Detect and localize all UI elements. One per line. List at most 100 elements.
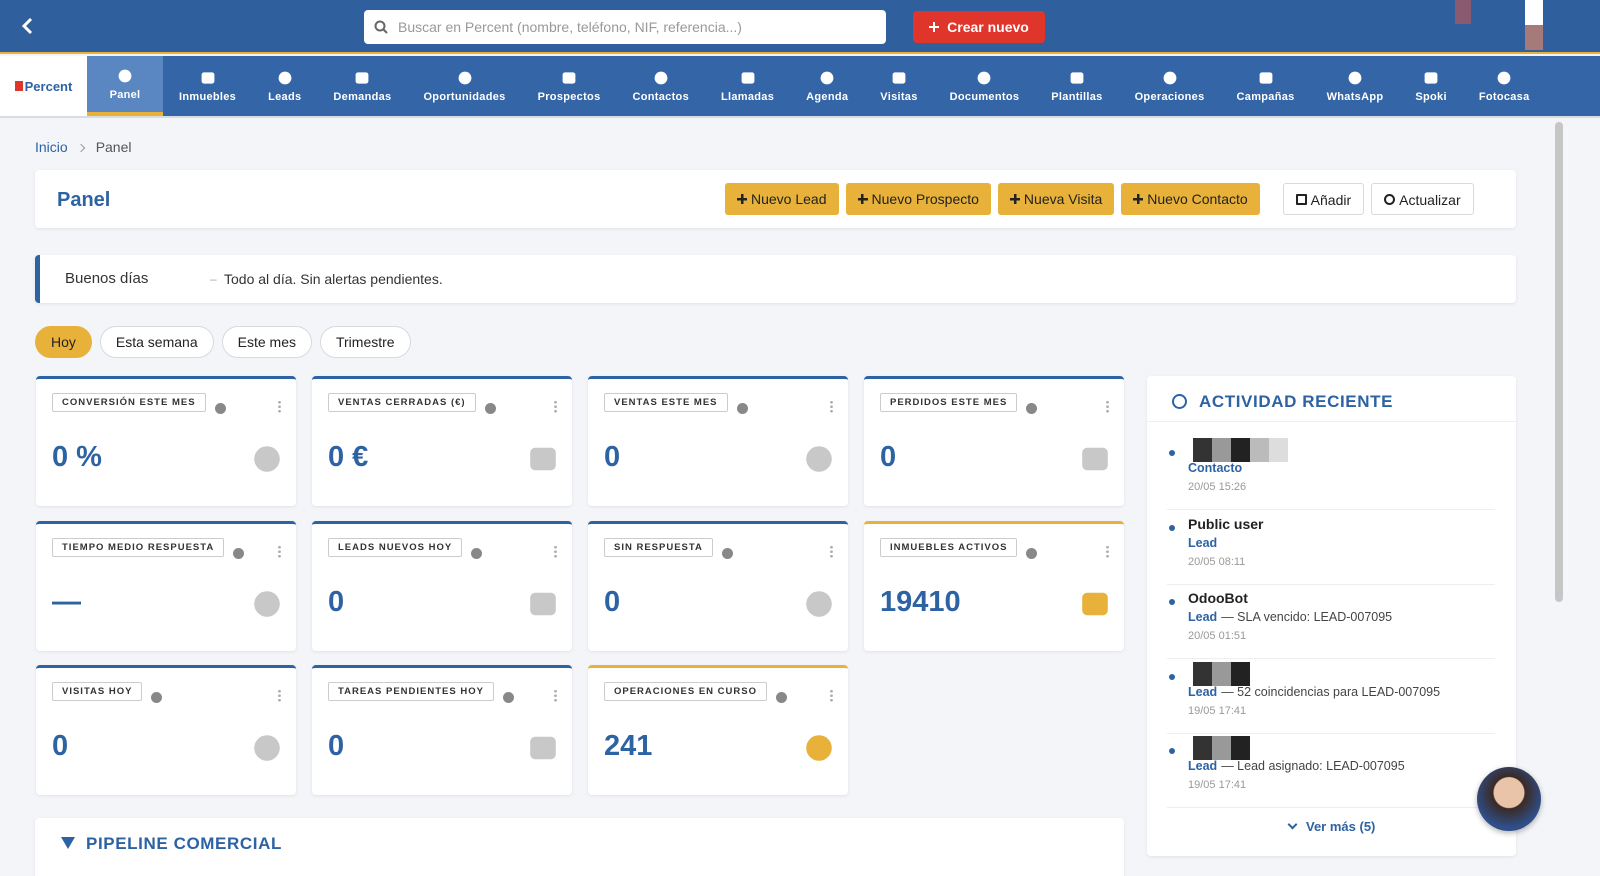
nav-label: Panel bbox=[109, 88, 141, 101]
nav-label: WhatsApp bbox=[1326, 90, 1384, 103]
nav-item[interactable]: Inmuebles bbox=[163, 56, 252, 116]
activity-type[interactable]: Contacto bbox=[1188, 461, 1243, 475]
kebab-menu[interactable] bbox=[554, 689, 557, 702]
nav-item[interactable]: Agenda bbox=[790, 56, 864, 116]
period-pill[interactable]: Este mes bbox=[221, 326, 312, 358]
nav-item[interactable]: Oportunidades bbox=[407, 56, 521, 116]
nav-item[interactable]: Demandas bbox=[317, 56, 407, 116]
brand-mark bbox=[14, 81, 23, 91]
kebab-menu[interactable] bbox=[554, 544, 557, 558]
kpi-glyph bbox=[530, 592, 556, 615]
create-plus-icon bbox=[929, 22, 940, 32]
nav-item[interactable]: Campañas bbox=[1221, 56, 1311, 116]
activity-type[interactable]: Lead bbox=[1188, 759, 1218, 773]
back-button[interactable] bbox=[18, 16, 38, 36]
nav-icon bbox=[1070, 71, 1084, 84]
tool-label: Añadir bbox=[1310, 192, 1352, 208]
redacted-user bbox=[1193, 736, 1250, 760]
info-icon[interactable] bbox=[1026, 547, 1037, 559]
info-icon[interactable] bbox=[151, 692, 162, 703]
info-icon[interactable] bbox=[722, 547, 733, 559]
redacted-user bbox=[1193, 438, 1288, 462]
pipeline-title: PIPELINE COMERCIAL bbox=[86, 834, 282, 853]
kebab-menu[interactable] bbox=[830, 689, 833, 702]
info-icon[interactable] bbox=[485, 403, 496, 414]
brand-logo[interactable]: Percent bbox=[0, 56, 87, 116]
activity-line: Lead — 52 coincidencias para LEAD-007095 bbox=[1188, 685, 1440, 699]
tool-button[interactable]: Actualizar bbox=[1371, 183, 1474, 215]
info-icon[interactable] bbox=[776, 692, 787, 703]
kpi-value: 0 bbox=[52, 730, 69, 762]
period-pill[interactable]: Hoy bbox=[35, 326, 92, 358]
kpi-icon bbox=[803, 732, 835, 769]
nav-item[interactable]: Llamadas bbox=[705, 56, 790, 116]
bullet bbox=[1169, 599, 1175, 605]
kebab-menu[interactable] bbox=[830, 400, 833, 413]
kebab-menu[interactable] bbox=[278, 400, 281, 413]
nav-item[interactable]: Leads bbox=[252, 56, 317, 116]
activity-panel: ACTIVIDAD RECIENTE Contacto 20/05 15:26 Pub… bbox=[1147, 376, 1516, 856]
assistant-avatar[interactable] bbox=[1477, 767, 1541, 831]
activity-line: Lead — SLA vencido: LEAD-007095 bbox=[1188, 610, 1392, 624]
activity-time: 20/05 01:51 bbox=[1188, 630, 1247, 642]
kpi-icon bbox=[251, 443, 283, 480]
nav-item[interactable]: WhatsApp bbox=[1311, 56, 1400, 116]
kebab-menu[interactable] bbox=[830, 544, 833, 558]
see-more[interactable]: Ver más (5) bbox=[1287, 819, 1375, 834]
activity-time: 19/05 17:41 bbox=[1188, 704, 1247, 717]
nav-item[interactable]: Contactos bbox=[617, 56, 705, 116]
redacted-user bbox=[1193, 661, 1250, 686]
info-icon[interactable] bbox=[1026, 403, 1037, 414]
redacted-block bbox=[1193, 661, 1212, 686]
activity-clock-icon bbox=[1172, 394, 1187, 409]
alert-message: Todo al día. Sin alertas pendientes. bbox=[224, 271, 443, 287]
nav-item[interactable]: Fotocasa bbox=[1463, 56, 1546, 116]
period-pill[interactable]: Esta semana bbox=[99, 326, 214, 358]
action-button[interactable]: Nuevo Prospecto bbox=[845, 183, 991, 215]
nav-label: Campañas bbox=[1236, 90, 1295, 103]
info-icon[interactable] bbox=[503, 692, 514, 703]
kebab-menu[interactable] bbox=[554, 400, 557, 413]
activity-title: ACTIVIDAD RECIENTE bbox=[1199, 392, 1394, 411]
kebab-menu[interactable] bbox=[1106, 400, 1109, 413]
action-button[interactable]: Nuevo Contacto bbox=[1121, 183, 1260, 215]
nav-item[interactable]: Documentos bbox=[934, 56, 1036, 116]
kpi-card: PERDIDOS ESTE MES 0 bbox=[864, 376, 1124, 506]
activity-type[interactable]: Lead bbox=[1188, 684, 1218, 699]
activity-item: OdooBot Lead — SLA vencido: LEAD-007095 20/… bbox=[1167, 589, 1495, 659]
activity-time: 20/05 15:26 bbox=[1188, 481, 1247, 493]
kebab-menu[interactable] bbox=[278, 544, 281, 558]
info-icon[interactable] bbox=[471, 547, 482, 559]
create-button[interactable]: Crear nuevo bbox=[913, 11, 1045, 43]
kpi-label: PERDIDOS ESTE MES bbox=[880, 393, 1018, 412]
tool-button[interactable]: Añadir bbox=[1282, 183, 1365, 215]
nav-item[interactable]: Prospectos bbox=[522, 56, 617, 116]
info-icon[interactable] bbox=[215, 403, 226, 414]
action-button[interactable]: Nuevo Lead bbox=[725, 183, 839, 215]
search-input[interactable]: Buscar en Percent (nombre, teléfono, NIF… bbox=[364, 10, 886, 44]
redacted-block bbox=[1231, 438, 1250, 462]
redacted-block bbox=[1193, 736, 1212, 760]
nav-item[interactable]: Panel bbox=[87, 56, 163, 116]
period-pill[interactable]: Trimestre bbox=[319, 326, 411, 358]
kpi-card: CONVERSIÓN ESTE MES 0 % bbox=[36, 376, 296, 506]
kebab-menu[interactable] bbox=[278, 689, 281, 702]
kpi-card: SIN RESPUESTA 0 bbox=[588, 520, 848, 651]
nav-item[interactable]: Plantillas bbox=[1035, 56, 1118, 116]
kpi-glyph bbox=[806, 590, 832, 617]
nav-item[interactable]: Spoki bbox=[1399, 56, 1462, 116]
info-icon[interactable] bbox=[737, 403, 748, 414]
breadcrumb-link[interactable]: Inicio bbox=[35, 139, 68, 155]
activity-type[interactable]: Lead bbox=[1188, 610, 1218, 624]
nav-item[interactable]: Visitas bbox=[864, 56, 933, 116]
kpi-glyph bbox=[1082, 447, 1108, 471]
nav-item[interactable]: Operaciones bbox=[1119, 56, 1221, 116]
kebab-menu[interactable] bbox=[1106, 544, 1109, 558]
nav-icon bbox=[356, 71, 369, 84]
activity-type[interactable]: Lead bbox=[1188, 535, 1218, 550]
tool-label: Actualizar bbox=[1399, 192, 1461, 208]
nav-icon bbox=[741, 71, 754, 84]
action-button[interactable]: Nueva Visita bbox=[997, 183, 1115, 215]
info-icon[interactable] bbox=[233, 547, 244, 559]
